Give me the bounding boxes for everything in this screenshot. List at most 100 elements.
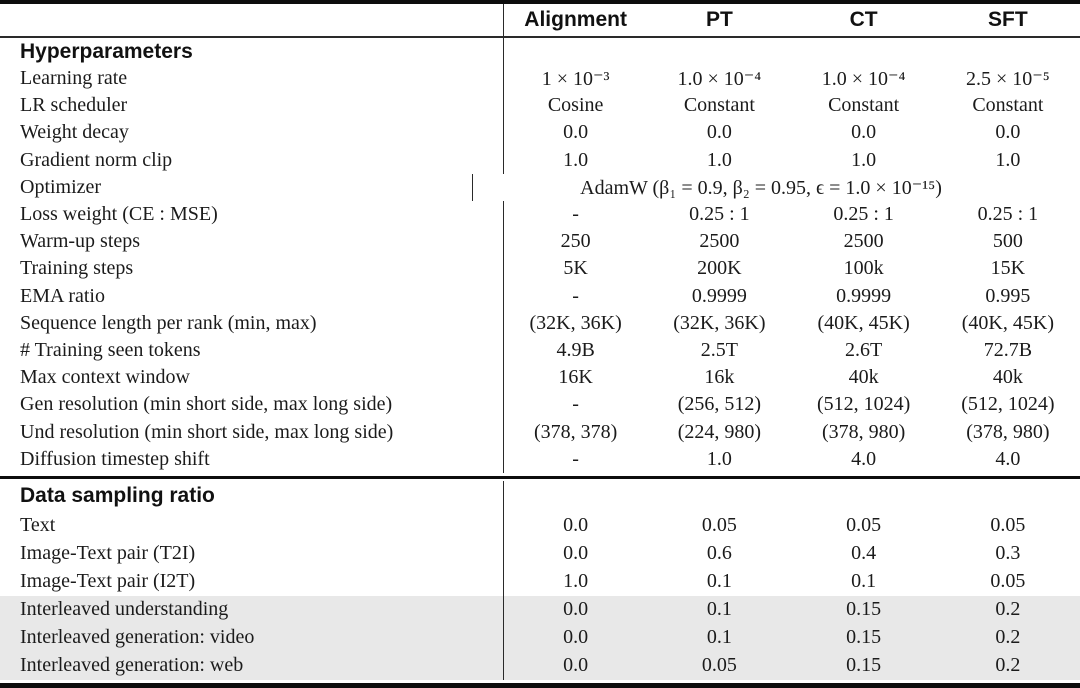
header-empty-cell bbox=[0, 4, 503, 36]
cell-value: 0.9999 bbox=[691, 284, 747, 307]
cell-value: 2.5T bbox=[700, 338, 738, 361]
cell-value: 2500 bbox=[843, 230, 884, 253]
table-row: LR scheduler Cosine Constant Constant Co… bbox=[0, 92, 1080, 120]
cell-value: (40K, 45K) bbox=[961, 311, 1054, 334]
cell-value: 0.0 bbox=[503, 119, 647, 147]
column-header-ct: CT bbox=[849, 8, 878, 31]
cell-value: 0.15 bbox=[846, 598, 882, 621]
column-header-pt: PT bbox=[705, 8, 733, 31]
section-divider-rule bbox=[0, 475, 1080, 479]
cell-value: 0.4 bbox=[851, 542, 877, 565]
table-row: Gradient norm clip 1.0 1.0 1.0 1.0 bbox=[0, 146, 1080, 174]
cell-value: 0.2 bbox=[995, 598, 1021, 621]
cell-value: 0.25 : 1 bbox=[689, 203, 750, 226]
cell-value: (512, 1024) bbox=[816, 393, 911, 416]
cell-value: 0.9999 bbox=[836, 284, 892, 307]
cell-value: 0.1 bbox=[851, 570, 877, 593]
row-label: Interleaved understanding bbox=[20, 598, 229, 621]
cell-value: 0.2 bbox=[995, 654, 1021, 677]
cell-value: 0.0 bbox=[995, 121, 1021, 144]
cell-value: Constant bbox=[683, 94, 755, 117]
row-label: Image-Text pair (T2I) bbox=[20, 542, 196, 565]
section-title-row-data-sampling: Data sampling ratio bbox=[0, 480, 1080, 512]
cell-value: 15K bbox=[990, 257, 1026, 280]
empty-cell bbox=[503, 38, 647, 65]
table-row-shaded: Interleaved understanding 0.0 0.1 0.15 0… bbox=[0, 595, 1080, 624]
table-row: Max context window 16K 16k 40k 40k bbox=[0, 364, 1080, 392]
table-row-shaded: Interleaved generation: web 0.0 0.05 0.1… bbox=[0, 651, 1080, 680]
row-label: LR scheduler bbox=[20, 94, 128, 117]
cell-value: 1.0 bbox=[851, 148, 877, 171]
table-row: Training steps 5K 200K 100k 15K bbox=[0, 255, 1080, 283]
cell-value: 500 bbox=[992, 230, 1023, 253]
cell-value: 0.3 bbox=[995, 542, 1021, 565]
empty-cell bbox=[503, 480, 647, 512]
cell-value: 40k bbox=[848, 366, 879, 389]
row-label: Und resolution (min short side, max long… bbox=[20, 420, 394, 443]
table-row: Text 0.0 0.05 0.05 0.05 bbox=[0, 511, 1080, 540]
row-label: Training steps bbox=[20, 257, 134, 280]
table-row: Image-Text pair (I2T) 1.0 0.1 0.1 0.05 bbox=[0, 567, 1080, 596]
cell-value: 4.0 bbox=[851, 447, 877, 470]
table-row: Image-Text pair (T2I) 0.0 0.6 0.4 0.3 bbox=[0, 539, 1080, 568]
cell-value: 100k bbox=[843, 257, 884, 280]
cell-value: 2.5 × 10⁻⁵ bbox=[965, 68, 1050, 91]
row-label: EMA ratio bbox=[20, 284, 105, 307]
cell-value: Constant bbox=[972, 94, 1044, 117]
row-label: Max context window bbox=[20, 366, 190, 389]
cell-value: 0.0 bbox=[503, 651, 647, 680]
cell-value: 200K bbox=[697, 257, 742, 280]
table-row: EMA ratio - 0.9999 0.9999 0.995 bbox=[0, 282, 1080, 310]
cell-value: (256, 512) bbox=[677, 393, 762, 416]
cell-value: 1.0 bbox=[706, 447, 732, 470]
cell-value: 0.15 bbox=[846, 626, 882, 649]
row-label: Diffusion timestep shift bbox=[20, 447, 210, 470]
row-label: Sequence length per rank (min, max) bbox=[20, 311, 317, 334]
cell-value: Cosine bbox=[503, 92, 647, 120]
cell-value: (40K, 45K) bbox=[817, 311, 910, 334]
table-row: Sequence length per rank (min, max) (32K… bbox=[0, 309, 1080, 337]
cell-value: 0.05 bbox=[990, 570, 1026, 593]
table-row: Loss weight (CE : MSE) - 0.25 : 1 0.25 :… bbox=[0, 200, 1080, 229]
cell-value: - bbox=[503, 445, 647, 473]
cell-value: 0.1 bbox=[706, 570, 732, 593]
cell-value: 0.05 bbox=[701, 654, 737, 677]
cell-value: 4.0 bbox=[995, 447, 1021, 470]
cell-value: 0.995 bbox=[985, 284, 1031, 307]
cell-value: - bbox=[503, 200, 647, 229]
section-title-row-hyperparameters: Hyperparameters bbox=[0, 38, 1080, 65]
cell-value: (512, 1024) bbox=[961, 393, 1055, 416]
cell-value: 0.0 bbox=[503, 511, 647, 540]
table-row: Warm-up steps 250 2500 2500 500 bbox=[0, 228, 1080, 256]
cell-value: 0.25 : 1 bbox=[977, 203, 1039, 226]
row-label: Warm-up steps bbox=[20, 230, 141, 253]
column-header-alignment: Alignment bbox=[503, 4, 647, 36]
cell-value: 0.0 bbox=[706, 121, 732, 144]
cell-value: (378, 378) bbox=[503, 418, 647, 446]
table-row: Diffusion timestep shift - 1.0 4.0 4.0 bbox=[0, 445, 1080, 473]
table-header-row: Alignment PT CT SFT bbox=[0, 4, 1080, 38]
cell-value: Constant bbox=[828, 94, 900, 117]
cell-value: 0.6 bbox=[706, 542, 732, 565]
cell-value: - bbox=[503, 391, 647, 419]
cell-value: 0.2 bbox=[995, 626, 1021, 649]
cell-value: - bbox=[503, 282, 647, 310]
cell-value: (378, 980) bbox=[821, 420, 906, 443]
row-label: Text bbox=[20, 514, 56, 537]
row-label: Learning rate bbox=[20, 67, 128, 90]
cell-value: 0.05 bbox=[846, 514, 882, 537]
cell-value: 0.25 : 1 bbox=[833, 203, 894, 226]
cell-value: 1.0 × 10⁻⁴ bbox=[677, 68, 762, 91]
cell-value: 16k bbox=[704, 366, 735, 389]
cell-value: (32K, 36K) bbox=[673, 311, 766, 334]
row-label: Optimizer bbox=[20, 175, 102, 198]
row-label: Gen resolution (min short side, max long… bbox=[20, 393, 393, 416]
cell-value: 2.6T bbox=[845, 338, 883, 361]
cell-value: 1.0 bbox=[503, 146, 647, 174]
cell-value: 0.15 bbox=[846, 654, 882, 677]
cell-value: 0.0 bbox=[503, 539, 647, 568]
cell-value: (32K, 36K) bbox=[503, 309, 647, 337]
cell-value: 1.0 bbox=[995, 148, 1021, 171]
row-label: Loss weight (CE : MSE) bbox=[20, 203, 218, 226]
table-row: Und resolution (min short side, max long… bbox=[0, 418, 1080, 446]
